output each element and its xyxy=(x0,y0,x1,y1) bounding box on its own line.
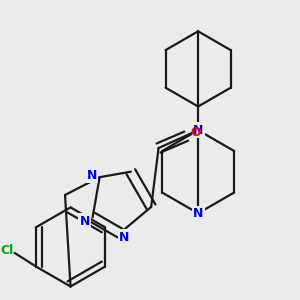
Text: N: N xyxy=(193,124,203,137)
Text: N: N xyxy=(87,169,97,182)
Text: N: N xyxy=(193,207,203,220)
Text: N: N xyxy=(80,215,90,228)
Text: O: O xyxy=(191,126,202,139)
Text: Cl: Cl xyxy=(0,244,13,257)
Text: N: N xyxy=(119,230,129,244)
